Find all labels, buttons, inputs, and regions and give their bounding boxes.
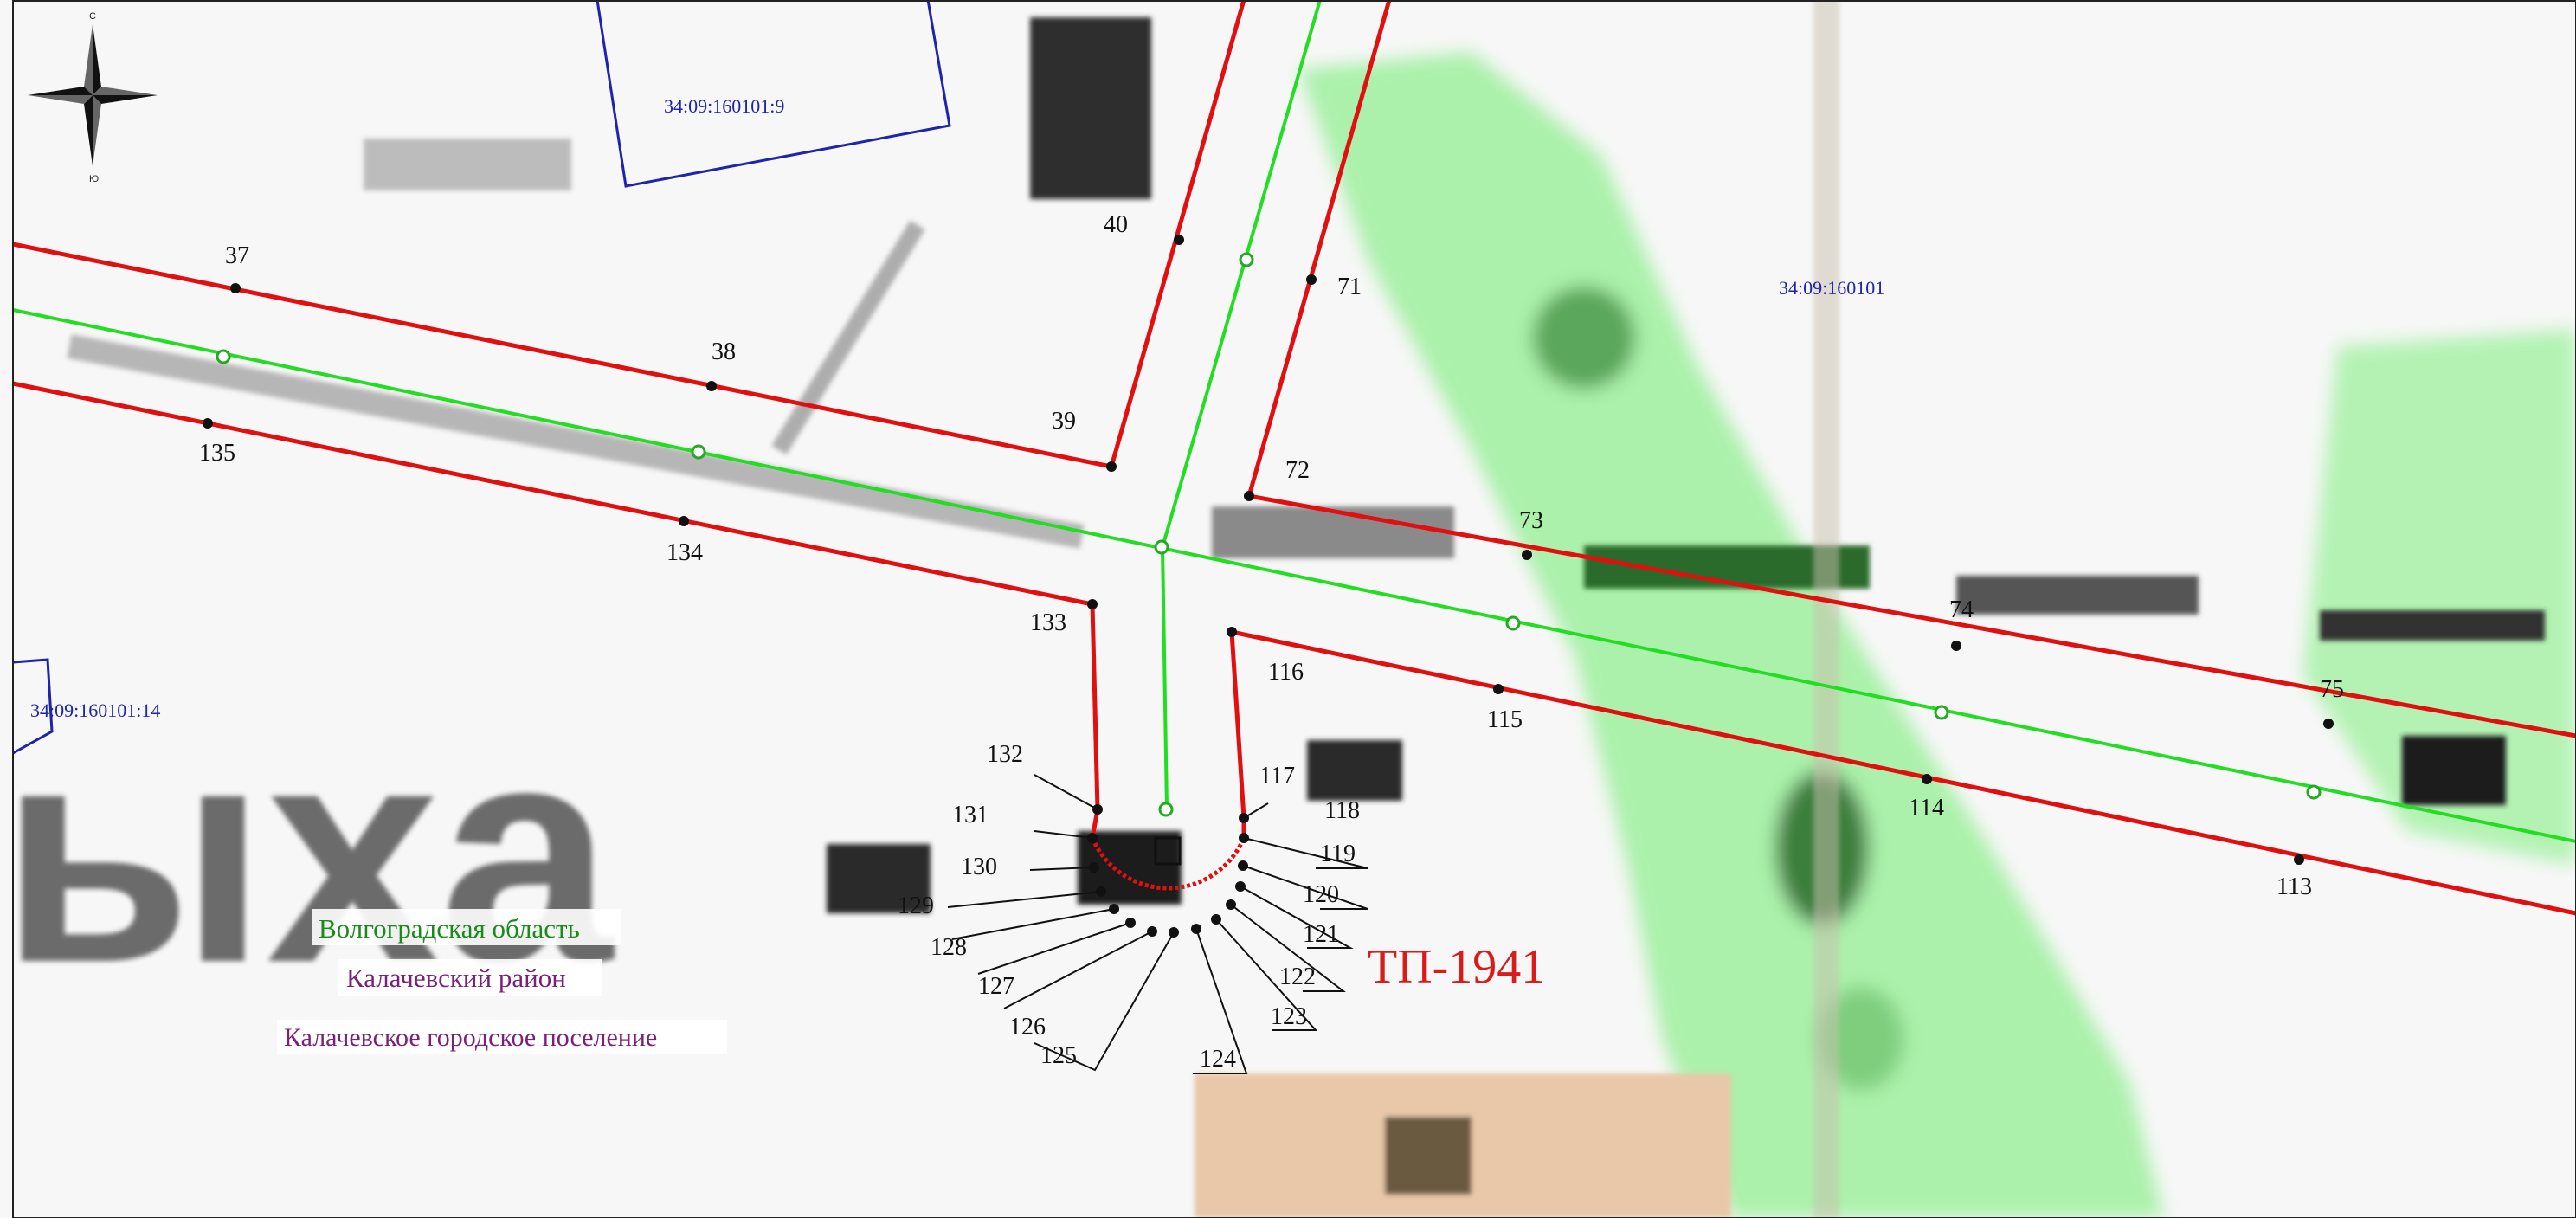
cadastral-label-quarter: 34:09:160101 — [1779, 277, 1884, 299]
point-label: 121 — [1303, 921, 1339, 948]
point-label: 118 — [1324, 797, 1360, 824]
point-label: 75 — [2320, 676, 2344, 703]
point-label: 37 — [225, 242, 249, 269]
point-label: 135 — [199, 440, 235, 467]
point-label: 72 — [1285, 457, 1310, 484]
point-label: 117 — [1259, 763, 1295, 789]
point-label: 133 — [1030, 609, 1066, 636]
point-label: 114 — [1909, 795, 1944, 822]
point-label: 119 — [1320, 841, 1356, 867]
point-label: 130 — [961, 854, 997, 880]
point-label: 74 — [1949, 596, 1974, 623]
point-label: 125 — [1040, 1042, 1077, 1069]
cadastral-label-parcel-14: 34:09:160101:14 — [30, 699, 160, 721]
point-label: 113 — [2277, 873, 2312, 900]
point-label: 124 — [1200, 1046, 1236, 1073]
point-label: 131 — [952, 802, 989, 828]
cadastral-label-parcel-9: 34:09:160101:9 — [664, 95, 784, 117]
settlement-label: Калачевское городское поселение — [284, 1023, 657, 1052]
compass-north-label: С — [89, 11, 96, 22]
point-label: 134 — [667, 539, 703, 566]
point-label: 73 — [1519, 507, 1543, 534]
point-label: 40 — [1104, 211, 1128, 238]
point-label: 116 — [1268, 659, 1304, 686]
compass-south-label: Ю — [89, 174, 99, 184]
point-label: 122 — [1279, 963, 1316, 990]
point-label: 132 — [987, 741, 1023, 768]
point-label: 126 — [1009, 1014, 1046, 1041]
point-label: 115 — [1487, 706, 1523, 733]
point-label: 38 — [712, 338, 736, 365]
point-label: 123 — [1271, 1003, 1307, 1030]
point-label: 128 — [931, 934, 967, 961]
point-label: 120 — [1303, 881, 1339, 908]
region-label: Волгоградская область — [319, 913, 580, 944]
district-label: Калачевский район — [346, 963, 566, 993]
point-label: 39 — [1052, 408, 1076, 435]
point-label: 71 — [1337, 274, 1362, 300]
transformer-label: ТП-1941 — [1368, 940, 1545, 994]
point-label: 129 — [898, 893, 934, 919]
point-label: 127 — [978, 973, 1014, 1000]
